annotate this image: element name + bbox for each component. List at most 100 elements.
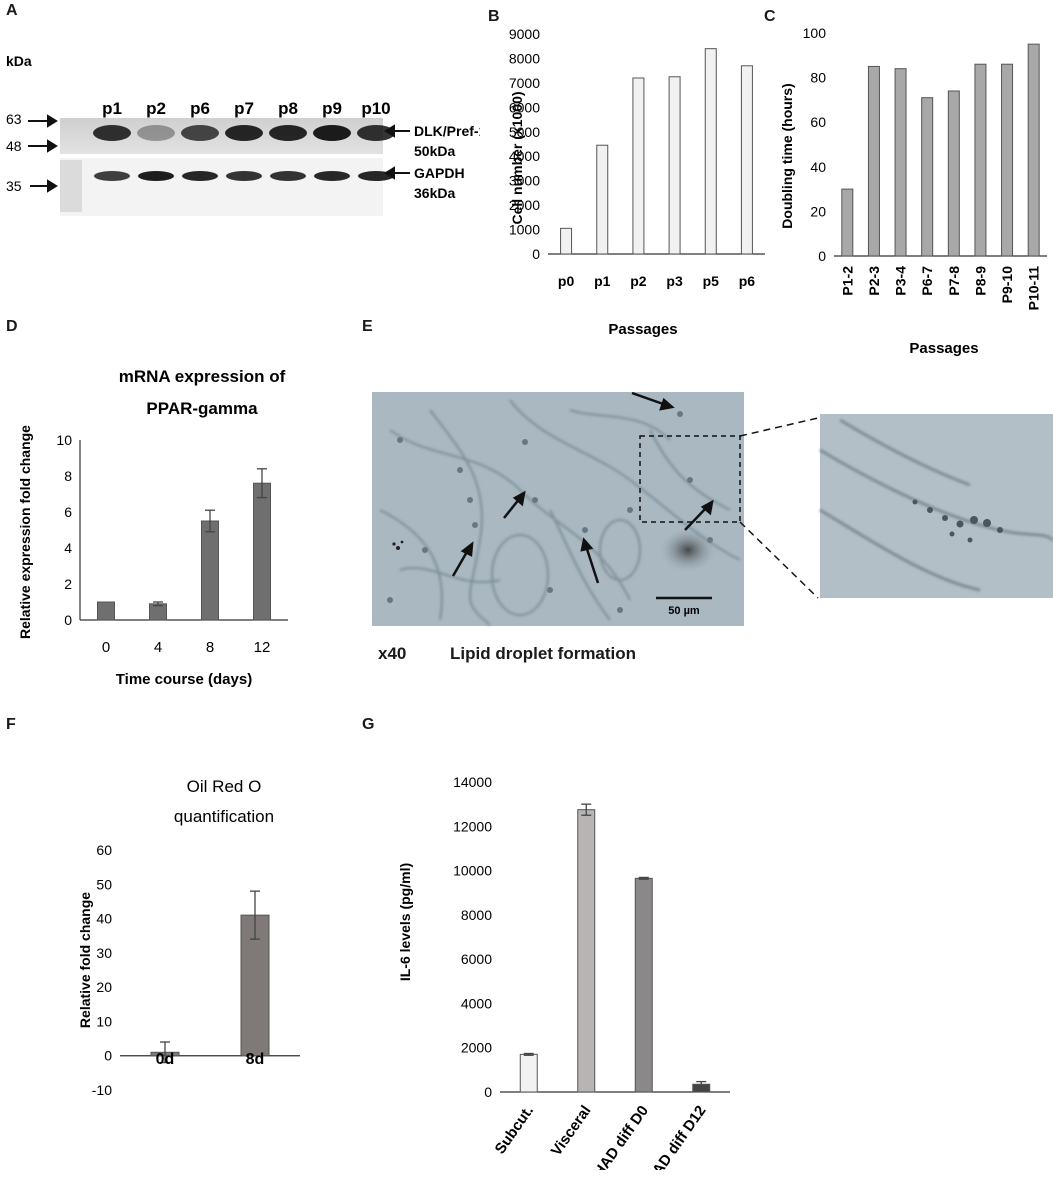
y-tick-label: 0 — [64, 612, 72, 628]
chart-f-yticks: -10 0 10 20 30 40 50 60 — [92, 842, 112, 1098]
y-tick-label: 1000 — [509, 222, 540, 238]
marker-35: 35 — [6, 178, 22, 194]
lane-label-p9: p9 — [322, 99, 342, 118]
y-tick-label: 50 — [96, 876, 112, 892]
y-tick-label: 100 — [803, 25, 827, 41]
bar-Subcut. — [519, 1053, 538, 1093]
chart-d-ylabel: Relative expression fold change — [17, 425, 33, 639]
y-tick-label: 14000 — [453, 774, 492, 790]
lane-label-p7: p7 — [234, 99, 254, 118]
y-tick-label: 6000 — [509, 99, 540, 115]
lane-label-p6: p6 — [190, 99, 210, 118]
y-tick-label: 3000 — [509, 173, 540, 189]
chart-d-title-line2: PPAR-gamma — [146, 399, 258, 418]
gapdh-band — [270, 171, 306, 181]
chart-b-xlabel: Passages — [608, 321, 677, 338]
y-tick-label: 6 — [64, 504, 72, 520]
chart-g-yticks: 0 2000 4000 6000 8000 10000 12000 14000 — [453, 774, 492, 1100]
y-tick-label: 6000 — [461, 951, 492, 967]
bar-Visceral — [577, 809, 596, 1093]
gapdh-band — [226, 171, 262, 181]
chart-g-bars — [500, 803, 730, 1093]
y-tick-label: 2 — [64, 576, 72, 592]
y-tick-label: 60 — [810, 114, 826, 130]
western-blot-panel: kDa 63 48 35 p1 p2 p6 p7 p8 p9 p10 DLK/Pref-1 … — [6, 53, 480, 216]
microscopy-panel: 50 µm — [372, 391, 1053, 626]
panel-letter-d: D — [6, 318, 18, 335]
bar-ROHHAD diff D0 — [634, 877, 653, 1093]
y-tick-label: 8 — [64, 468, 72, 484]
magnification-label: x40 — [378, 644, 407, 663]
chart-g-ylabel: IL-6 levels (pg/ml) — [397, 863, 413, 981]
panel-letter-e: E — [362, 318, 373, 335]
x-tick-label: 4 — [154, 639, 162, 656]
x-tick-label: P7-8 — [946, 266, 962, 296]
lane-labels: p1 p2 p6 p7 p8 p9 p10 — [102, 99, 391, 118]
y-tick-label: 10 — [96, 1013, 112, 1029]
chart-f-ylabel: Relative fold change — [77, 892, 93, 1028]
gapdh-band — [138, 171, 174, 181]
chart-d-pparg: mRNA expression of PPAR-gamma Relative e… — [17, 367, 288, 688]
dlk-size-label: 50kDa — [414, 143, 455, 159]
chart-g-il6: IL-6 levels (pg/ml) 0 2000 4000 6000 8000 100… — [397, 774, 730, 1170]
chart-f-oil-red-o: Oil Red O quantification Relative fold c… — [77, 777, 300, 1098]
bar-P7-8 — [947, 90, 960, 257]
dlk-band — [225, 125, 263, 141]
lane-label-p2: p2 — [146, 99, 166, 118]
y-tick-label: 20 — [96, 979, 112, 995]
zoom-connector-bottom — [739, 521, 819, 599]
bar-P6-7 — [921, 97, 934, 257]
zoom-region-box — [639, 435, 741, 523]
bar-12 — [253, 482, 271, 621]
x-tick-label: 8 — [206, 639, 214, 656]
chart-c-bars — [834, 43, 1047, 257]
x-tick-label: P10-11 — [1026, 266, 1042, 311]
chart-c-ylabel: Doubling time (hours) — [779, 83, 795, 228]
lane-label-p8: p8 — [278, 99, 298, 118]
chart-b-cell-number: Cell number (x1000) 0 1000 2000 3000 4000 500… — [509, 26, 765, 338]
micrograph-zoom — [820, 414, 1053, 598]
dlk-band — [313, 125, 351, 141]
y-tick-label: 0 — [532, 246, 540, 262]
y-tick-label: 10000 — [453, 863, 492, 879]
chart-f-title-line2: quantification — [174, 807, 274, 826]
bar-8 — [201, 520, 219, 621]
y-tick-label: 0 — [104, 1048, 112, 1064]
bar-P8-9 — [974, 63, 987, 257]
x-tick-label: 12 — [254, 639, 271, 656]
band-arrows — [384, 124, 410, 180]
chart-b-yticks: 0 1000 2000 3000 4000 5000 6000 7000 8000 9000 — [509, 26, 540, 262]
panel-letter-c: C — [764, 8, 776, 25]
marker-arrows — [28, 114, 58, 193]
x-tick-label: Subcut. — [492, 1103, 537, 1158]
x-tick-label: P8-9 — [972, 266, 988, 296]
x-tick-label: p3 — [666, 273, 683, 289]
chart-b-ylabel: Cell number (x1000) — [509, 91, 525, 224]
x-tick-label: P1-2 — [839, 266, 855, 296]
y-tick-label: 0 — [484, 1084, 492, 1100]
y-tick-label: 30 — [96, 945, 112, 961]
bar-p2 — [632, 77, 645, 255]
zoom-cell-outline — [819, 418, 1053, 592]
gapdh-band — [94, 171, 130, 181]
x-tick-label: P3-4 — [893, 266, 909, 296]
panel-letter-f: F — [6, 716, 16, 733]
bar-P10-11 — [1027, 43, 1040, 257]
x-tick-label: P6-7 — [919, 266, 935, 296]
chart-d-bars — [79, 440, 288, 621]
chart-d-xticks: 0 4 8 12 — [102, 639, 271, 656]
y-tick-label: 9000 — [509, 26, 540, 42]
y-tick-label: 4 — [64, 540, 72, 556]
chart-c-yticks: 0 20 40 60 80 100 — [803, 25, 827, 264]
y-tick-label: 40 — [96, 911, 112, 927]
marker-48: 48 — [6, 138, 22, 154]
y-tick-label: 40 — [810, 159, 826, 175]
y-tick-label: 0 — [818, 248, 826, 264]
panel-letter-b: B — [488, 8, 500, 25]
dlk-bands — [93, 125, 395, 141]
bar-P2-3 — [867, 65, 880, 257]
dlk-band — [93, 125, 131, 141]
panel-letter-a: A — [6, 2, 18, 19]
